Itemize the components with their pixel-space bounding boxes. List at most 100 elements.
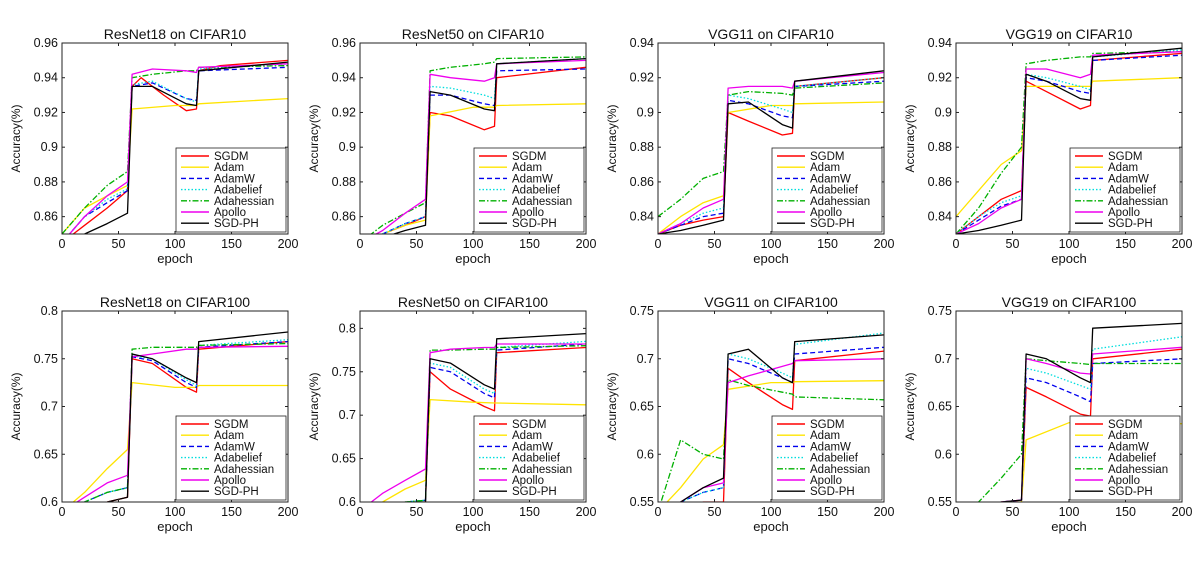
legend-label: SGDM [512, 151, 547, 163]
x-tick-label: 50 [410, 505, 424, 519]
legend-box [1069, 415, 1181, 501]
series-group [370, 56, 586, 234]
series-group [370, 332, 586, 502]
x-axis-label: epoch [753, 251, 788, 266]
x-tick-label: 150 [221, 505, 242, 519]
y-tick-label: 0.8 [339, 321, 356, 335]
legend: SGDMAdamAdamWAdabeliefAdahessianApolloSG… [473, 415, 585, 501]
chart-title: VGG11 on CIFAR10 [708, 26, 834, 42]
y-tick-label: 0.84 [630, 210, 654, 224]
y-tick-label: 0.9 [41, 140, 58, 154]
series-line-adahessian [660, 379, 884, 502]
legend-label: Adabelief [1108, 185, 1157, 197]
y-tick-label: 0.92 [34, 105, 58, 119]
series-line-adahessian [658, 82, 884, 218]
legend-label: AdamW [1108, 173, 1149, 185]
y-tick-label: 0.55 [928, 495, 952, 509]
legend-label: AdamW [214, 173, 255, 185]
legend-label: Adabelief [214, 185, 263, 197]
x-axis-label: epoch [157, 251, 192, 266]
legend: SGDMAdamAdamWAdabeliefAdahessianApolloSG… [1069, 147, 1181, 233]
legend-label: Adam [1108, 430, 1138, 442]
y-axis-label: Accuracy(%) [605, 372, 619, 440]
y-tick-label: 0.92 [332, 105, 356, 119]
x-tick-label: 50 [112, 237, 126, 251]
legend-label: SGDM [214, 419, 249, 431]
series-line-sgd-ph [678, 334, 884, 502]
x-tick-label: 200 [1172, 237, 1193, 251]
series-line-adabelief [678, 332, 884, 502]
x-tick-label: 100 [761, 505, 782, 519]
legend-label: SGD-PH [512, 218, 557, 230]
x-tick-label: 100 [463, 237, 484, 251]
series-line-adabelief [68, 63, 288, 234]
series-group [956, 47, 1182, 234]
y-tick-label: 0.65 [928, 400, 952, 414]
legend-label: Adam [810, 430, 840, 442]
legend: SGDMAdamAdamWAdabeliefAdahessianApolloSG… [175, 415, 287, 501]
x-tick-label: 0 [357, 237, 364, 251]
legend-box [1069, 147, 1181, 233]
subplot-8: 0 50 100 150 200 0.55 0.6 0.65 0.7 0.75 VGG19 on C… [903, 294, 1192, 534]
legend-label: Apollo [512, 207, 544, 219]
x-tick-label: 0 [59, 505, 66, 519]
subplot-1: 0 50 100 150 200 0.86 0.88 0.9 0.92 0.94 0.96 ResNe… [9, 26, 298, 266]
legend-label: Apollo [810, 207, 842, 219]
x-tick-label: 100 [1059, 237, 1080, 251]
chart-title: ResNet18 on CIFAR100 [100, 294, 250, 310]
legend-label: Adam [1108, 162, 1138, 174]
y-tick-label: 0.7 [935, 352, 952, 366]
legend-box [771, 415, 883, 501]
legend-label: SGD-PH [512, 486, 557, 498]
subplot-6: 0 50 100 150 200 0.6 0.65 0.7 0.75 0.8 ResNet50 on… [307, 294, 596, 534]
series-line-adahessian [370, 56, 586, 234]
legend-label: Adahessian [512, 464, 572, 476]
y-tick-label: 0.65 [630, 400, 654, 414]
y-tick-label: 0.6 [41, 495, 58, 509]
subplot-2: 0 50 100 150 200 0.86 0.88 0.9 0.92 0.94 0.96 ResNe… [307, 26, 596, 266]
legend-label: Adabelief [1108, 453, 1157, 465]
legend-label: Adahessian [512, 196, 572, 208]
legend-label: SGD-PH [810, 218, 855, 230]
y-axis-label: Accuracy(%) [307, 372, 321, 440]
series-line-apollo [374, 59, 586, 234]
legend-box [473, 147, 585, 233]
legend-label: SGD-PH [1108, 486, 1153, 498]
y-tick-label: 0.84 [928, 210, 952, 224]
x-tick-label: 200 [1172, 505, 1193, 519]
y-tick-label: 0.86 [332, 210, 356, 224]
x-tick-label: 0 [655, 237, 662, 251]
y-tick-label: 0.86 [630, 175, 654, 189]
y-tick-label: 0.8 [41, 304, 58, 318]
x-axis-label: epoch [1051, 519, 1086, 534]
y-axis-label: Accuracy(%) [307, 104, 321, 172]
y-tick-label: 0.75 [34, 352, 58, 366]
subplot-3: 0 50 100 150 200 0.84 0.86 0.88 0.9 0.92 0.94 VGG11… [605, 26, 894, 266]
legend-box [175, 147, 287, 233]
y-tick-label: 0.75 [928, 304, 952, 318]
legend-label: Adam [214, 162, 244, 174]
x-tick-label: 100 [165, 237, 186, 251]
y-tick-label: 0.9 [339, 140, 356, 154]
legend-label: Adam [512, 162, 542, 174]
x-axis-label: epoch [455, 519, 490, 534]
y-tick-label: 0.94 [630, 36, 654, 50]
legend: SGDMAdamAdamWAdabeliefAdahessianApolloSG… [771, 415, 883, 501]
y-tick-label: 0.88 [34, 175, 58, 189]
legend-label: Adahessian [810, 196, 870, 208]
x-tick-label: 150 [1115, 505, 1136, 519]
x-tick-label: 100 [463, 505, 484, 519]
x-tick-label: 100 [165, 505, 186, 519]
y-tick-label: 0.96 [332, 36, 356, 50]
x-tick-label: 0 [953, 237, 960, 251]
chart-title: ResNet18 on CIFAR10 [104, 26, 247, 42]
legend-label: AdamW [1108, 441, 1149, 453]
x-tick-label: 50 [708, 505, 722, 519]
y-tick-label: 0.65 [332, 452, 356, 466]
legend-label: AdamW [512, 441, 553, 453]
x-tick-label: 0 [655, 505, 662, 519]
legend-label: Adahessian [214, 196, 274, 208]
x-tick-label: 200 [278, 237, 299, 251]
legend-box [473, 415, 585, 501]
x-tick-label: 200 [874, 237, 895, 251]
